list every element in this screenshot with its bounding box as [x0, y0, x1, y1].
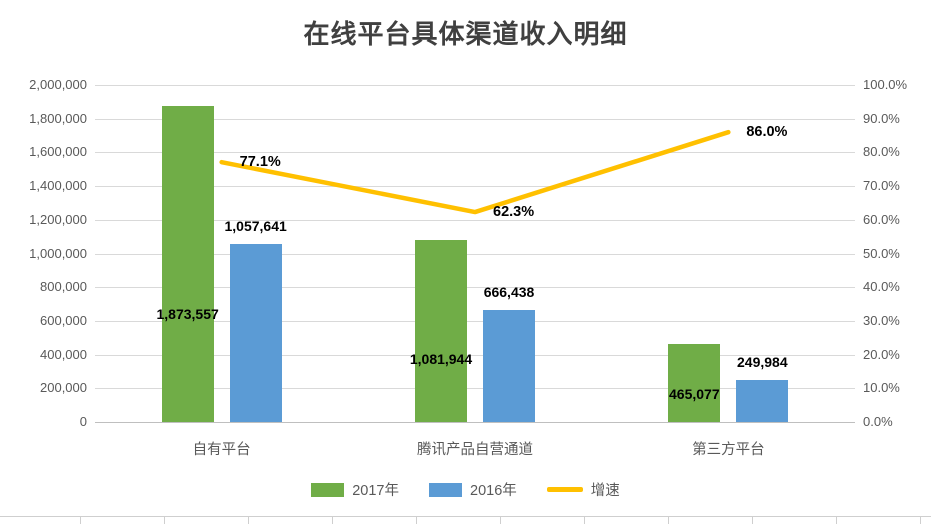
bar-swatch-icon	[311, 482, 345, 497]
gridline	[95, 287, 855, 289]
left-axis-tick-label: 800,000	[40, 279, 87, 295]
chart-title: 在线平台具体渠道收入明细	[303, 19, 628, 49]
bar-value-label-2016: 666,438	[483, 283, 535, 300]
gridline	[95, 152, 855, 154]
bar-value-label-2017: 1,081,944	[409, 351, 473, 367]
line-value-label: 77.1%	[239, 154, 281, 171]
legend-label: 2016年	[470, 483, 517, 499]
bar-swatch-icon	[429, 482, 462, 497]
category-label: 自有平台	[192, 442, 251, 458]
right-axis-tick-label: 30.0%	[863, 312, 900, 328]
right-axis-tick-label: 50.0%	[863, 245, 900, 261]
spreadsheet-grid-strip	[0, 516, 931, 524]
right-axis-tick-label: 90.0%	[863, 110, 900, 126]
bar-value-label-2016: 249,984	[737, 353, 788, 370]
growth-line-path	[219, 129, 731, 215]
left-axis-tick-label: 2,000,000	[29, 77, 87, 92]
line-value-label: 86.0%	[746, 124, 788, 141]
gridline	[95, 253, 855, 255]
left-axis-tick-label: 600,000	[40, 312, 87, 328]
right-axis-tick-label: 100.0%	[863, 77, 908, 92]
gridline	[95, 388, 855, 390]
gridline	[95, 354, 855, 356]
bar-2017	[161, 106, 214, 422]
bar-2016	[483, 309, 535, 422]
bar-value-label-2017: 1,873,557	[156, 305, 219, 322]
bar-2017	[668, 343, 721, 422]
bar-value-label-2016: 1,057,641	[224, 217, 287, 234]
x-axis-line	[95, 422, 855, 423]
category-label: 第三方平台	[692, 442, 765, 458]
legend-label: 增速	[590, 483, 620, 499]
line-swatch-icon	[546, 487, 583, 492]
legend-item-2017: 2017年	[311, 479, 399, 500]
legend-item-growth: 增速	[546, 479, 620, 500]
legend: 2017年 2016年 增速	[0, 479, 931, 500]
bar-value-label-2017: 465,077	[669, 386, 720, 403]
legend-label: 2017年	[352, 483, 399, 499]
right-axis-tick-label: 10.0%	[863, 380, 900, 396]
bar-2017	[415, 239, 467, 422]
gridline	[95, 85, 855, 86]
right-axis-tick-label: 0.0%	[863, 414, 893, 429]
left-axis-tick-label: 400,000	[40, 346, 87, 362]
right-axis-tick-label: 20.0%	[863, 346, 900, 362]
legend-item-2016: 2016年	[429, 479, 517, 500]
left-axis-tick-label: 0	[79, 414, 87, 429]
left-axis-tick-label: 1,600,000	[29, 144, 87, 160]
bar-2016	[229, 243, 282, 422]
left-axis-tick-label: 1,800,000	[29, 110, 87, 126]
left-axis-tick-label: 1,000,000	[29, 245, 87, 261]
gridline	[95, 186, 855, 188]
right-axis-tick-label: 70.0%	[863, 178, 900, 194]
left-axis-tick-label: 200,000	[40, 380, 87, 396]
category-label: 腾讯产品自营通道	[417, 442, 533, 458]
gridline	[95, 219, 855, 221]
right-axis-tick-label: 60.0%	[863, 211, 900, 227]
gridline	[95, 320, 855, 322]
line-value-label: 62.3%	[493, 204, 535, 221]
growth-line	[219, 129, 731, 215]
gridline	[95, 118, 855, 120]
bar-2016	[736, 379, 789, 422]
right-axis-tick-label: 80.0%	[863, 144, 900, 160]
left-axis-tick-label: 1,400,000	[29, 178, 87, 194]
right-axis-tick-label: 40.0%	[863, 279, 900, 295]
left-axis-tick-label: 1,200,000	[29, 211, 87, 227]
